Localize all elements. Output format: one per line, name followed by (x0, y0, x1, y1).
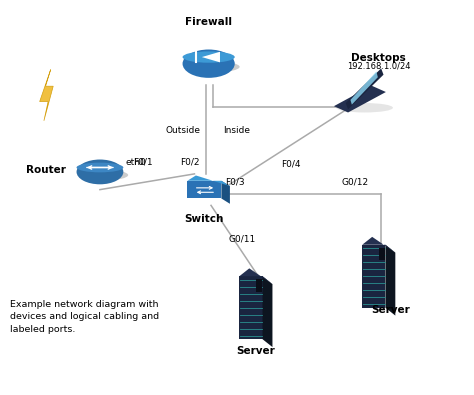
Polygon shape (362, 245, 385, 308)
Text: F0/2: F0/2 (180, 158, 200, 167)
Ellipse shape (182, 49, 235, 78)
Ellipse shape (79, 170, 128, 181)
Polygon shape (350, 71, 378, 105)
Text: G0/12: G0/12 (342, 177, 369, 186)
Text: eth0: eth0 (125, 158, 146, 167)
Text: Switch: Switch (184, 214, 224, 224)
Polygon shape (202, 52, 220, 62)
Text: Desktops: Desktops (351, 53, 406, 63)
Ellipse shape (182, 51, 235, 63)
Text: G0/11: G0/11 (228, 234, 255, 243)
Polygon shape (239, 268, 273, 284)
Polygon shape (40, 70, 53, 121)
Text: Server: Server (371, 305, 410, 315)
Polygon shape (187, 181, 221, 198)
Text: Outside: Outside (165, 126, 200, 135)
Text: 192.168.1.0/24: 192.168.1.0/24 (347, 61, 410, 70)
Text: F0/4: F0/4 (282, 160, 301, 169)
Ellipse shape (185, 61, 240, 73)
Polygon shape (334, 86, 386, 113)
Text: Example network diagram with
devices and logical cabling and
labeled ports.: Example network diagram with devices and… (10, 300, 159, 334)
Text: Inside: Inside (224, 126, 250, 135)
Polygon shape (256, 279, 262, 292)
Text: Server: Server (237, 346, 275, 356)
Text: F0/1: F0/1 (133, 158, 152, 167)
Polygon shape (187, 175, 230, 186)
Text: F0/3: F0/3 (225, 177, 245, 186)
Polygon shape (221, 181, 230, 204)
Polygon shape (346, 68, 383, 109)
Polygon shape (239, 276, 263, 339)
Text: Firewall: Firewall (185, 17, 232, 27)
Polygon shape (379, 248, 385, 260)
Ellipse shape (336, 103, 393, 113)
Polygon shape (263, 276, 273, 347)
Polygon shape (385, 245, 395, 316)
Text: Router: Router (26, 165, 65, 175)
Ellipse shape (76, 163, 123, 172)
Ellipse shape (76, 160, 123, 184)
Polygon shape (362, 237, 395, 253)
